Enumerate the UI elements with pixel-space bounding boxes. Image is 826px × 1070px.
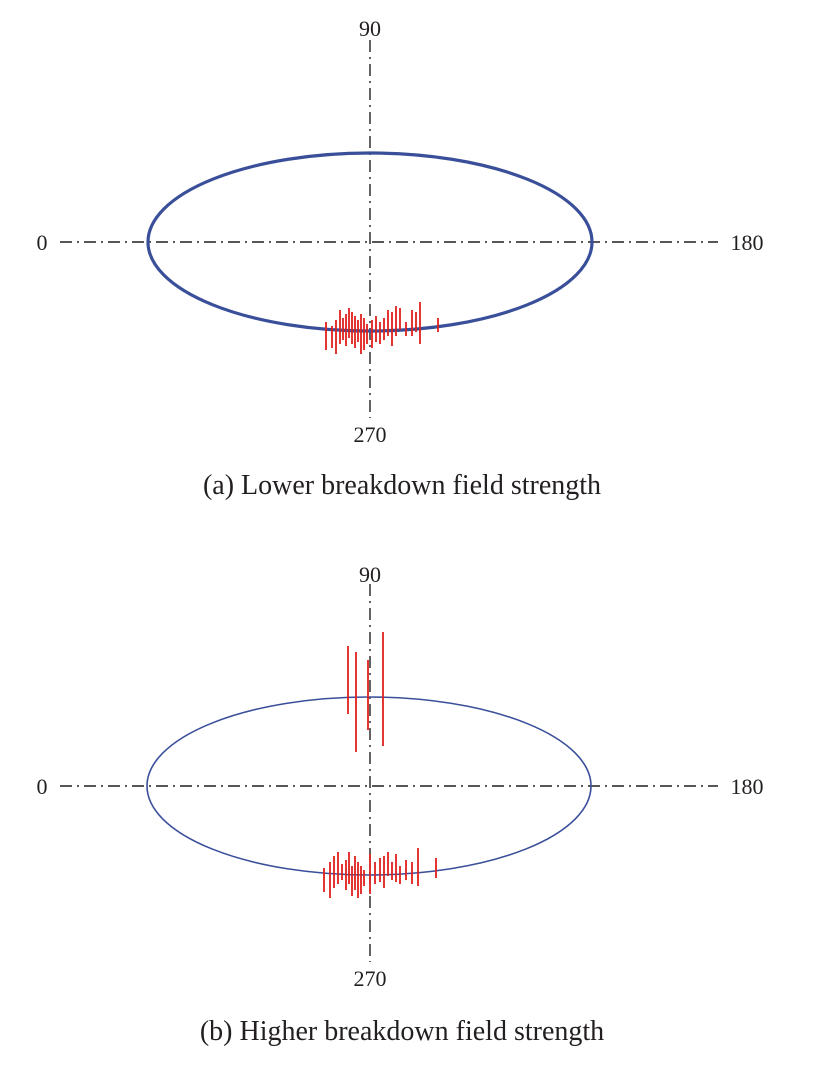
- ellipse-a: [146, 151, 594, 333]
- panel-b: 90 0 180 270 (b) Higher breakdown field …: [37, 562, 764, 1047]
- label-90-a: 90: [359, 16, 381, 41]
- caption-a: (a) Lower breakdown field strength: [203, 470, 601, 501]
- label-180-a: 180: [731, 230, 764, 255]
- ellipse-b: [146, 696, 592, 876]
- discharge-ticks-b-bottom: [323, 848, 437, 898]
- panel-a: 90 0 180 270 (a) Lower breakdown field s…: [37, 16, 764, 501]
- label-0-a: 0: [37, 230, 48, 255]
- discharge-ticks-b-top: [347, 632, 384, 752]
- label-270-b: 270: [354, 966, 387, 991]
- label-270-a: 270: [354, 422, 387, 447]
- caption-b: (b) Higher breakdown field strength: [200, 1016, 604, 1047]
- label-0-b: 0: [37, 774, 48, 799]
- label-180-b: 180: [731, 774, 764, 799]
- label-90-b: 90: [359, 562, 381, 587]
- discharge-ticks-a: [325, 302, 439, 354]
